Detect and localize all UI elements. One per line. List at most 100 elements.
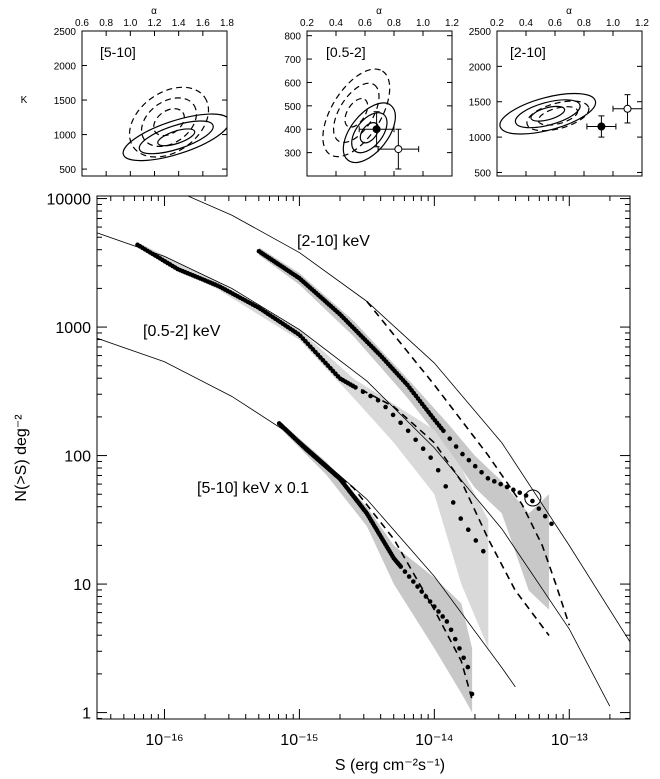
data-point <box>481 548 486 554</box>
data-point <box>428 455 433 460</box>
data-point <box>452 636 458 642</box>
data-point <box>491 479 497 484</box>
inset-label: [2-10] <box>510 44 546 60</box>
data-point <box>368 393 373 399</box>
inset-xlabel: α <box>376 6 382 17</box>
inset-xtick-label: 1.2 <box>445 18 459 29</box>
inset-ytick-label: 1000 <box>469 133 492 144</box>
xtick-label: 10⁻¹⁴ <box>415 732 454 749</box>
data-point <box>530 498 535 504</box>
data-point <box>465 664 471 670</box>
inset-0.5-2: 0.2 0.4 0.6 0.8 1.0 1.2 300 400 500 600 700 800 [0.… <box>284 6 459 177</box>
inset-ytick-label: 500 <box>474 168 491 179</box>
inset-frame <box>496 30 643 177</box>
main-frame <box>96 195 631 720</box>
inset-xtick-label: 0.8 <box>99 18 113 29</box>
data-point <box>498 481 503 487</box>
ytick-label: 1 <box>82 706 91 723</box>
main-xlabel: S (erg cm⁻²s⁻¹) <box>335 757 445 774</box>
open-point <box>623 104 632 113</box>
inset-xtick-label: 0.4 <box>519 18 533 29</box>
dashed-contour <box>526 100 590 132</box>
highlight-ring <box>524 489 542 507</box>
inset-xtick-label: 1.0 <box>123 18 137 29</box>
xtick-label: 10⁻¹³ <box>551 732 589 749</box>
inset-ytick-label: 2000 <box>54 62 77 73</box>
data-point <box>473 538 479 543</box>
data-point <box>465 527 471 533</box>
inset-xtick-label: 1.4 <box>172 18 186 29</box>
inset-xtick-label: 0.8 <box>387 18 401 29</box>
data-point <box>447 436 453 441</box>
data-point <box>420 446 426 451</box>
inset-xtick-label: 1.8 <box>220 18 234 29</box>
contour-group <box>122 86 227 162</box>
data-point <box>485 476 491 481</box>
inset-xtick-label: 1.2 <box>148 18 162 29</box>
ytick-label: 1000 <box>55 320 91 337</box>
solid-contour <box>530 105 566 122</box>
inset-ytick-label: 700 <box>284 55 301 66</box>
inset-xtick-label: 0.2 <box>490 18 504 29</box>
data-point <box>469 691 475 697</box>
dashed-curve <box>312 454 473 700</box>
inset-ytick-label: 1500 <box>469 98 492 109</box>
dashed-curve <box>366 300 571 626</box>
dashed-curve <box>339 377 550 636</box>
label-2-10-kev: [2-10] keV <box>297 233 370 250</box>
contour-group <box>322 68 396 164</box>
inset-xtick-label: 0.6 <box>358 18 372 29</box>
data-point <box>390 412 396 418</box>
data-point <box>406 574 412 579</box>
data-point <box>415 584 420 589</box>
inset-xtick-label: 0.4 <box>329 18 343 29</box>
data-point <box>457 646 462 651</box>
data-point <box>411 579 416 584</box>
data-point <box>427 599 433 604</box>
solid-contour <box>514 99 581 129</box>
solid-contour <box>342 102 396 164</box>
data-point <box>549 521 554 527</box>
data-point <box>398 420 403 426</box>
ytick-label: 10 <box>73 577 91 594</box>
inset-label: [5-10] <box>100 44 136 60</box>
data-point <box>504 484 510 490</box>
solid-contour <box>157 128 196 147</box>
dashed-contour <box>332 82 380 144</box>
inset-5-10: 0.6 0.8 1.0 1.2 1.4 1.6 1.8 500 1000 1500 2000 2500… <box>21 6 234 177</box>
data-point <box>466 457 472 463</box>
xtick-label: 10⁻¹⁶ <box>145 732 183 749</box>
solid-contour <box>122 113 227 162</box>
inset-xtick-label: 1.0 <box>416 18 430 29</box>
inset-xlabel: α <box>151 6 157 17</box>
inset-xtick-label: 1.2 <box>635 18 649 29</box>
data-point <box>444 619 450 624</box>
filled-point <box>597 122 606 131</box>
data-point <box>460 451 465 457</box>
inset-ytick-label: 500 <box>284 102 301 113</box>
solid-contour <box>138 120 214 155</box>
inset-ytick-label: 1500 <box>54 96 77 107</box>
data-point <box>383 404 388 410</box>
data-point <box>441 428 446 434</box>
confidence-band <box>137 242 489 649</box>
data-point <box>517 490 523 495</box>
inset-marks: 0.2 0.4 0.6 0.8 1.0 1.2 300 400 500 600 700 800 <box>284 18 459 176</box>
data-point <box>443 484 449 489</box>
data-point <box>435 467 441 473</box>
data-point <box>402 569 408 574</box>
solid-contour <box>499 92 597 135</box>
data-point <box>419 589 425 594</box>
inset-ytick-label: 500 <box>59 165 76 176</box>
label-0.5-2-kev: [0.5-2] keV <box>143 323 221 340</box>
inset-xtick-label: 1.6 <box>196 18 210 29</box>
inset-ytick-label: 1000 <box>54 131 77 142</box>
data-point <box>453 444 459 449</box>
data-point <box>448 627 454 633</box>
label-5-10-kev: [5-10] keV x 0.1 <box>197 480 309 497</box>
inset-xlabel: α <box>566 6 572 17</box>
model-curve <box>186 196 630 643</box>
ytick-label: 10000 <box>47 192 92 209</box>
model-curve <box>97 337 516 688</box>
solid-contour <box>351 112 388 154</box>
